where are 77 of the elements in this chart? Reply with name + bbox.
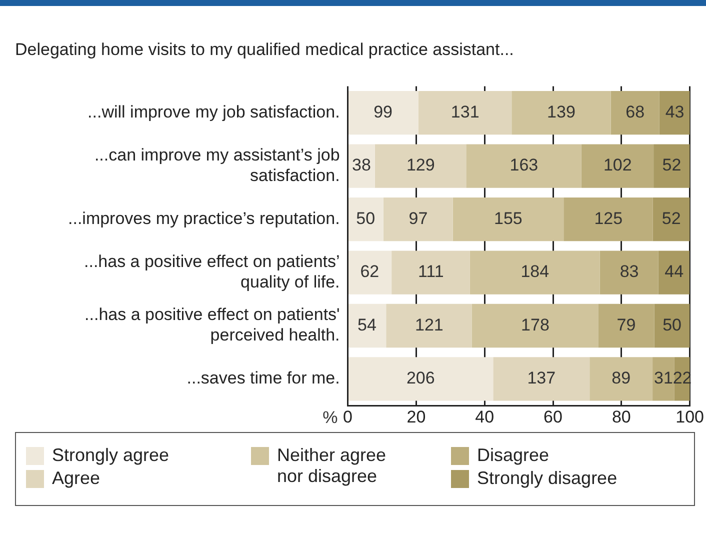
annotation: 38 [352,156,371,175]
bar [610,90,660,135]
x-tick-label: 100 [676,407,704,426]
bar [600,250,658,294]
bar [652,197,690,242]
bar [598,304,654,348]
annotation: 97 [408,208,428,228]
annotation: 131 [450,102,480,122]
annotation: 125 [594,208,623,228]
annotation: 121 [415,315,444,334]
x-tick-label: 20 [406,407,426,426]
bar [383,197,453,242]
annotation: 129 [406,156,435,175]
bar [564,197,653,242]
bar [386,304,472,348]
x-tick-label: 60 [544,407,562,426]
y-tick-label: ...can improve my assistant’s job satisfaction. [94,146,340,185]
annotation: 44 [664,262,684,282]
bar [348,90,418,135]
annotation: 31 [654,368,673,388]
annotation: 50 [662,315,682,334]
bar [493,357,590,401]
bar [658,250,690,294]
y-tick-label: ...improves my practice’s reputation. [68,208,340,228]
annotation: 79 [616,315,636,334]
legend-label: Neither agree nor disagree [277,445,388,487]
bar [652,357,674,401]
bar [348,357,494,401]
annotation: 54 [357,315,376,334]
bar [590,357,653,401]
x-tick-label: 80 [612,407,631,426]
annotation: 155 [494,208,522,228]
annotation: 62 [360,262,380,282]
annotation: 89 [612,368,631,388]
bar [654,144,690,188]
bar [654,304,690,348]
bar [392,250,470,294]
y-tick-label: ...will improve my job satisfaction. [88,102,340,122]
legend-label: Strongly agree [52,445,170,466]
annotation: 111 [418,262,444,282]
bar [418,90,512,135]
y-tick-label: ...saves time for me. [186,368,340,388]
annotation: 137 [527,368,556,388]
x-tick-label: 40 [475,407,494,426]
annotation: 52 [662,208,681,228]
y-tick-label: ...has a positive effect on patients' perceived health. [84,305,340,345]
bar [472,304,598,348]
bar [466,144,582,188]
annotation: 206 [406,368,435,388]
annotation: 50 [356,208,376,228]
bar [348,197,384,242]
x-tick-label: 0 [343,407,353,426]
bar [348,144,375,188]
legend-label: Agree [52,468,100,489]
annotation: 52 [662,156,682,175]
annotation: 43 [665,102,684,122]
bar [512,90,611,135]
x-axis-title: % [322,408,338,427]
annotation: 139 [547,102,576,122]
chart-title: Delegating home visits to my qualified medical practice assistant... [15,40,514,60]
bar [374,144,466,188]
annotation: 83 [620,262,639,282]
bar [348,304,386,348]
annotation: 99 [374,102,392,122]
bar [452,197,564,242]
annotation: 184 [520,262,550,282]
bar [659,90,690,135]
annotation: 102 [603,156,632,175]
annotation: 163 [510,156,538,175]
bar [470,250,600,294]
annotation: 178 [521,315,550,334]
legend-label: Strongly disagree [477,468,618,489]
y-tick-label: ...has a positive effect on patients’ quality of life. [84,252,340,292]
legend-label: Disagree [477,445,550,466]
bar [581,144,654,188]
bar [348,250,392,294]
annotation: 68 [626,102,645,122]
